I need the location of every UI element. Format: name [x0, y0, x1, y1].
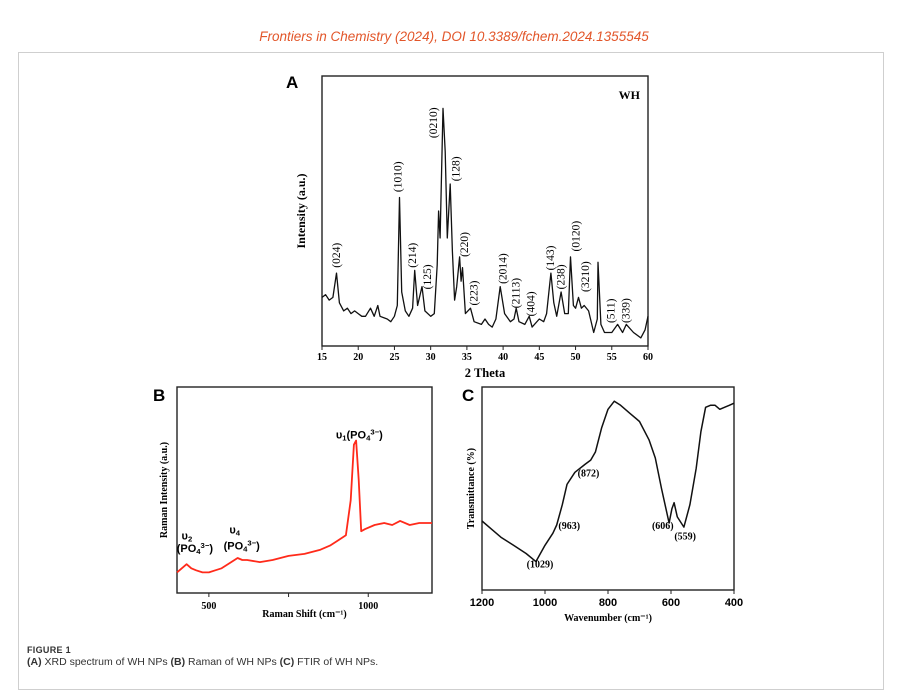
panel-label-c: C	[462, 386, 474, 405]
ftir-series-line	[481, 400, 735, 563]
band-label-part: )	[256, 541, 260, 553]
peak-label: (3210)	[580, 261, 592, 292]
peak-label: (511)	[605, 298, 617, 323]
band-label-part: υ	[182, 530, 188, 542]
band-label-part: )	[209, 543, 213, 555]
ftir-x-tick-label: 800	[599, 597, 617, 609]
raman-x-tick-label: 500	[201, 601, 216, 612]
raman-plot-frame	[176, 386, 433, 594]
band-label-part: (PO	[347, 430, 367, 442]
band-label-part: 3−	[370, 428, 379, 437]
caption-text-b: Raman of WH NPs	[185, 656, 280, 668]
peak-label: (1010)	[392, 161, 404, 192]
xrd-x-tick-label: 15	[317, 352, 327, 363]
band-label: υ1(PO43−)	[336, 428, 383, 443]
raman-series-line	[176, 439, 432, 574]
peak-label: (0210)	[428, 107, 440, 138]
band-label: (PO43−)	[224, 539, 261, 554]
xrd-x-tick-label: 35	[462, 352, 472, 363]
ftir-x-tick-label: 400	[725, 597, 743, 609]
ftir-x-tick-label: 1200	[470, 597, 494, 609]
band-label-part: 2	[188, 535, 192, 544]
band-label: (1029)	[527, 560, 554, 571]
peak-label: (0120)	[571, 221, 583, 252]
peak-label: (125)	[422, 264, 434, 289]
band-label: (872)	[578, 468, 600, 479]
caption-text-c: FTIR of WH NPs.	[294, 656, 379, 668]
raman-y-axis-label: Raman Intensity (a.u.)	[159, 442, 170, 538]
figure-number: FIGURE 1	[27, 645, 71, 655]
figure-caption: FIGURE 1 (A) XRD spectrum of WH NPs (B) …	[27, 645, 378, 668]
xrd-x-tick-label: 25	[389, 352, 399, 363]
xrd-x-tick-label: 55	[607, 352, 617, 363]
ftir-y-axis-label: Transmittance (%)	[466, 448, 477, 529]
band-label: (559)	[674, 531, 696, 542]
band-label-part: υ	[336, 430, 342, 442]
xrd-x-tick-label: 40	[498, 352, 508, 363]
xrd-series-line	[321, 107, 649, 339]
raman-x-axis-label: Raman Shift (cm⁻¹)	[262, 609, 346, 620]
band-label: (963)	[558, 521, 580, 532]
peak-label: (2014)	[497, 253, 509, 284]
band-label-part: υ	[229, 524, 235, 536]
panel-label-b: B	[153, 386, 165, 405]
xrd-x-tick-label: 45	[534, 352, 544, 363]
xrd-x-tick-label: 20	[353, 352, 363, 363]
band-label-part: 3−	[247, 539, 256, 548]
raman-x-tick-label: 1000	[358, 601, 378, 612]
peak-label: (238)	[555, 264, 567, 289]
band-label: (606)	[652, 521, 674, 532]
caption-tag-c: (C)	[279, 656, 295, 668]
caption-text-a: XRD spectrum of WH NPs	[41, 656, 171, 668]
peak-label: (024)	[331, 243, 343, 268]
ftir-plot-frame	[481, 386, 735, 591]
band-label-part: 4	[243, 545, 248, 554]
caption-tag-b: (B)	[170, 656, 186, 668]
peak-label: (2113)	[510, 278, 522, 308]
band-label: (PO43−)	[177, 541, 214, 556]
band-label-part: 1	[342, 434, 347, 443]
ftir-x-tick-label: 1000	[533, 597, 557, 609]
band-label-part: (PO	[177, 543, 197, 555]
xrd-sample-label: WH	[619, 88, 641, 102]
xrd-x-tick-label: 50	[571, 352, 581, 363]
ftir-x-tick-label: 600	[662, 597, 680, 609]
raman-chart: 500 1000 Raman Shift (cm⁻¹) Raman Intensity…	[159, 386, 433, 620]
band-label-part: )	[379, 430, 383, 442]
peak-label: (143)	[545, 245, 557, 270]
band-label: υ2	[182, 530, 193, 543]
band-label-part: 4	[366, 434, 371, 443]
peak-label: (404)	[526, 291, 538, 316]
caption-tag-a: (A)	[27, 656, 42, 668]
figure-frame	[18, 52, 884, 690]
xrd-x-axis-label: 2 Theta	[465, 366, 506, 380]
peak-label: (220)	[459, 232, 471, 257]
peak-label: (128)	[450, 156, 462, 181]
xrd-y-axis-label: Intensity (a.u.)	[294, 173, 308, 248]
peak-label: (223)	[468, 280, 480, 305]
peak-label: (339)	[621, 298, 633, 323]
panel-label-a: A	[286, 73, 298, 92]
xrd-chart: 15 20 25 30 35 40 45 50 55 60 2 Theta Intensity (a.…	[294, 75, 653, 380]
journal-header: Frontiers in Chemistry (2024), DOI 10.33…	[259, 29, 649, 44]
xrd-plot-frame	[321, 75, 649, 347]
band-label-part: 3−	[201, 541, 210, 550]
ftir-x-axis-label: Wavenumber (cm⁻¹)	[564, 613, 652, 624]
band-label-part: (PO	[224, 541, 244, 553]
peak-label: (214)	[407, 243, 419, 268]
band-label-part: 4	[196, 547, 201, 556]
band-label: υ4	[229, 524, 240, 537]
xrd-x-tick-label: 30	[426, 352, 436, 363]
ftir-chart: 1200 1000 800 600 400 Wavenumber (cm⁻¹) Transm…	[466, 386, 743, 624]
xrd-x-tick-label: 60	[643, 352, 653, 363]
band-label-part: 4	[236, 529, 241, 538]
